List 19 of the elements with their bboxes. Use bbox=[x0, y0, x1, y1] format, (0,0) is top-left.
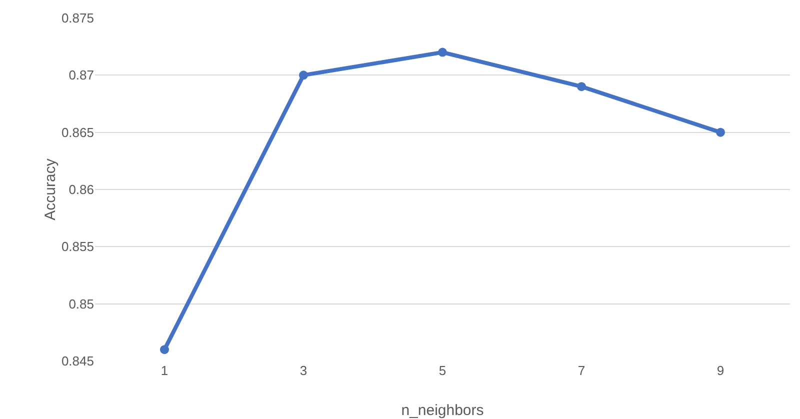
y-tick-label: 0.865 bbox=[61, 124, 94, 140]
y-tick-label: 0.86 bbox=[68, 182, 94, 198]
y-axis-title: Accuracy bbox=[42, 158, 59, 220]
point bbox=[438, 48, 447, 57]
x-tick-label: 3 bbox=[300, 363, 308, 378]
y-tick-label: 0.85 bbox=[68, 296, 94, 312]
y-tick-label: 0.855 bbox=[61, 239, 94, 254]
y-tick-label: 0.87 bbox=[68, 68, 94, 83]
point bbox=[577, 82, 586, 92]
point bbox=[299, 70, 308, 80]
point bbox=[160, 345, 169, 354]
x-tick-label: 1 bbox=[160, 363, 168, 378]
point bbox=[716, 128, 725, 137]
y-tick-label: 0.845 bbox=[61, 354, 94, 369]
x-tick-label: 7 bbox=[578, 363, 586, 378]
x-tick-label: 5 bbox=[438, 363, 446, 378]
x-tick-label: 9 bbox=[716, 363, 724, 378]
y-tick-label: 0.875 bbox=[61, 10, 94, 26]
x-axis-title: n_neighbors bbox=[401, 402, 484, 419]
